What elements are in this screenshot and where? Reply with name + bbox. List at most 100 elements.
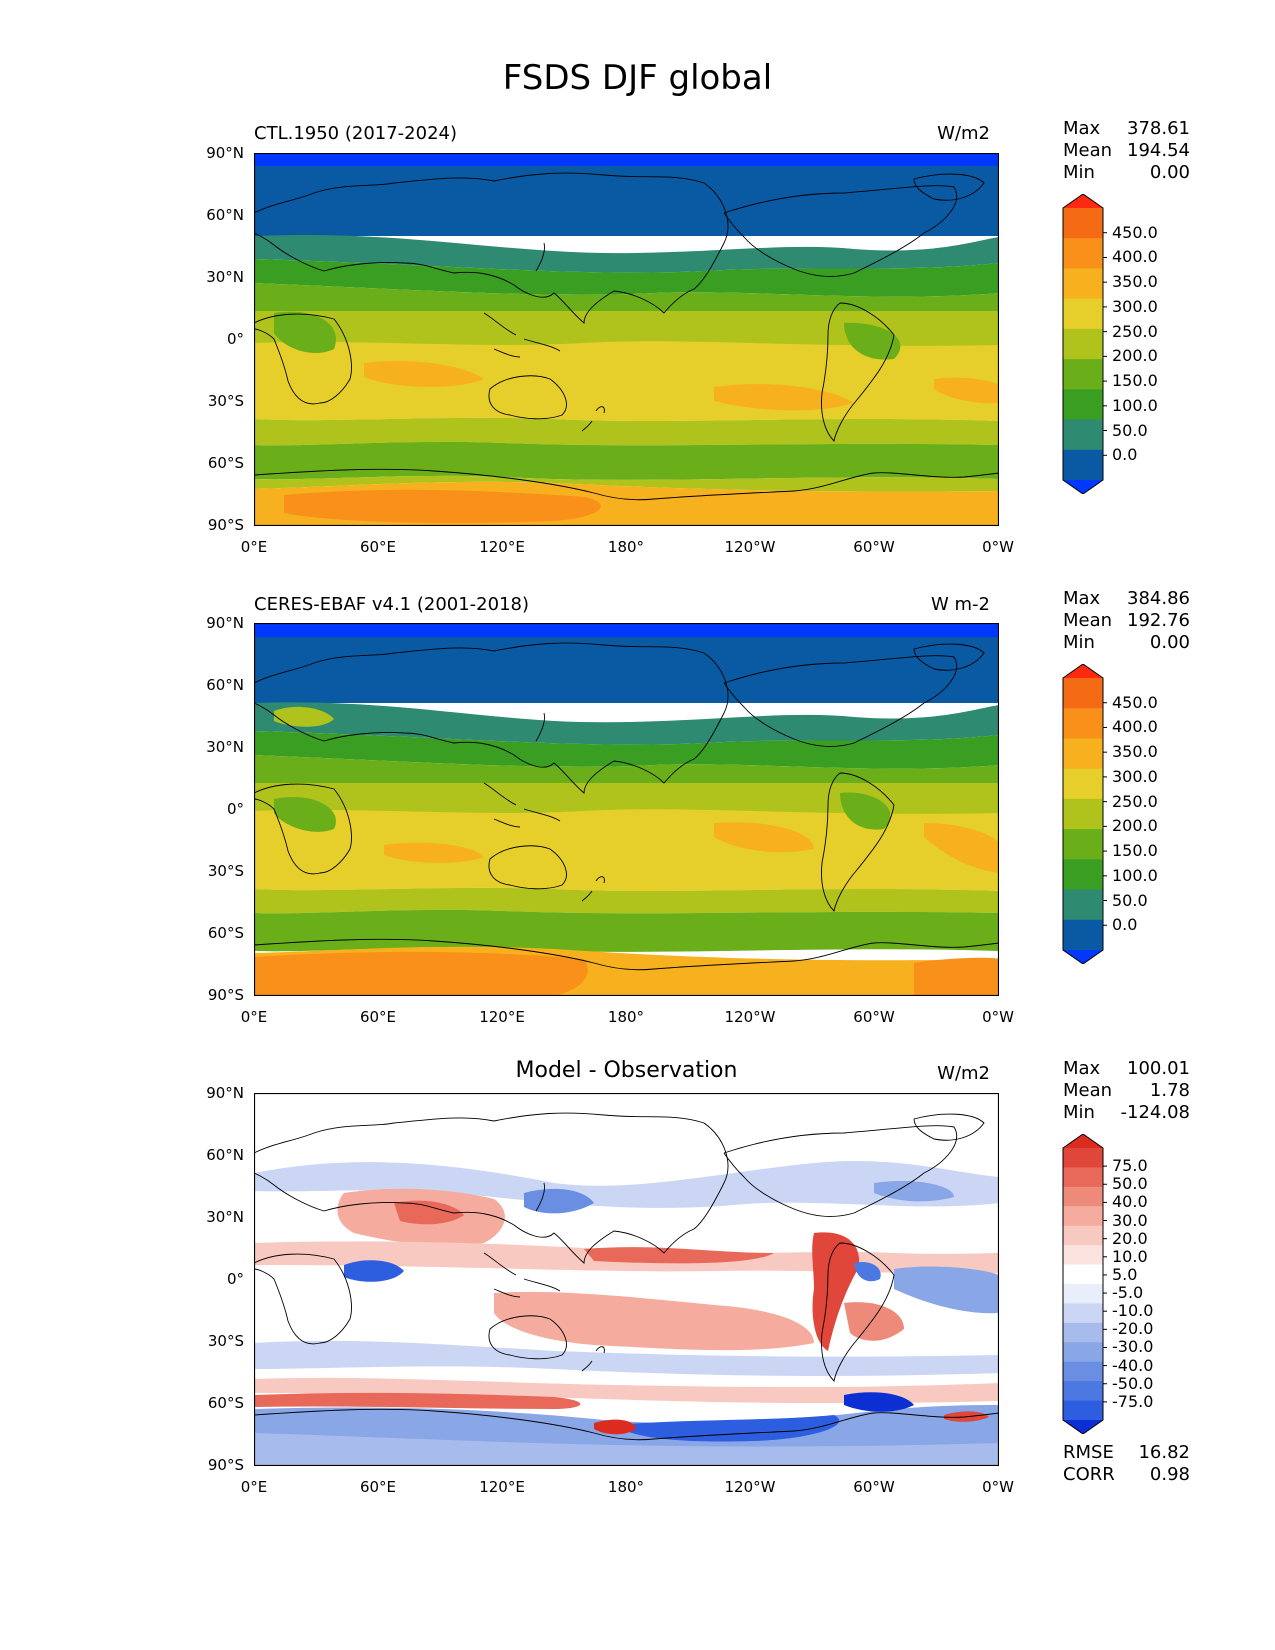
colorbar-segment <box>1063 1400 1103 1421</box>
map-frame <box>254 1093 999 1466</box>
colorbar-model <box>1062 194 1107 494</box>
y-tick: 60°N <box>206 1146 244 1164</box>
colorbar-outline <box>1062 1134 1104 1434</box>
x-tick: 120°W <box>724 538 776 556</box>
blue-n-strong2 <box>874 1180 954 1202</box>
red-acc <box>254 1392 581 1409</box>
corr-value: 0.98 <box>1149 1464 1190 1485</box>
stat-mean-label: Mean <box>1063 1080 1113 1101</box>
x-tick: 60°W <box>853 538 895 556</box>
colorbar-tick-label: -10.0 <box>1112 1301 1154 1321</box>
x-tick: 0°W <box>982 538 1014 556</box>
x-tick: 120°E <box>479 1478 525 1496</box>
colorbar-tick-label: -5.0 <box>1112 1283 1144 1303</box>
band-s-orange-patch2 <box>714 822 814 853</box>
colorbar-segment <box>1063 298 1103 330</box>
y-tick: 30°S <box>207 392 244 410</box>
x-tick: 60°E <box>359 1478 397 1496</box>
y-tick: 90°S <box>207 986 244 1004</box>
colorbar-segment <box>1063 1322 1103 1343</box>
colorbar-tick-label: 0.0 <box>1112 915 1138 935</box>
colorbar-tick-label: -40.0 <box>1112 1355 1154 1375</box>
coast-eurasia <box>254 172 729 324</box>
x-tick: 60°E <box>359 1008 397 1026</box>
panel-title: Model - Observation <box>515 1058 738 1083</box>
colorbar-segment <box>1063 798 1103 830</box>
x-tick: 120°W <box>724 1008 776 1026</box>
colorbar-tick-label: 250.0 <box>1112 321 1158 341</box>
field-bands <box>254 153 999 526</box>
coast-na <box>723 1125 958 1217</box>
colorbar-tick-label: -20.0 <box>1112 1319 1154 1339</box>
panel-units: W m-2 <box>930 594 990 615</box>
band-subtrop-n <box>254 259 999 297</box>
band-s-orange-patch1 <box>384 842 484 863</box>
y-tick: 30°S <box>207 1332 244 1350</box>
colorbar-tick-label: 10.0 <box>1112 1246 1148 1266</box>
colorbar-tick-label: 100.0 <box>1112 395 1158 415</box>
red-ross <box>594 1419 636 1435</box>
blue-se-pac <box>894 1266 999 1314</box>
x-tick: 180° <box>607 1008 645 1026</box>
stat-mean-label: Mean <box>1063 610 1113 631</box>
colorbar-tick-label: 50.0 <box>1112 420 1148 440</box>
y-tick: 90°N <box>206 1084 244 1102</box>
colorbar-segment <box>1063 738 1103 770</box>
band-s-olive <box>254 417 999 446</box>
band-subtrop-n <box>254 731 999 769</box>
band-s-orange-patch3 <box>924 823 999 873</box>
coast-antarctica <box>254 468 999 501</box>
colorbar-segment <box>1063 768 1103 800</box>
x-tick: 60°W <box>853 1008 895 1026</box>
colorbar-tick-label: 350.0 <box>1112 742 1158 762</box>
x-tick: 180° <box>607 1478 645 1496</box>
stat-mean: 194.54 <box>1127 140 1190 161</box>
colorbar-segment <box>1063 1186 1103 1207</box>
colorbar-tick-label: 150.0 <box>1112 371 1158 391</box>
stat-max: 100.01 <box>1127 1058 1190 1079</box>
panel-title: CTL.1950 (2017-2024) <box>254 123 458 144</box>
colorbar-segment <box>1063 389 1103 421</box>
colorbar-tick-label: 200.0 <box>1112 346 1158 366</box>
corr-label: CORR <box>1063 1464 1115 1485</box>
figure-title: FSDS DJF global <box>502 58 773 98</box>
field-bands <box>254 623 999 996</box>
colorbar-outline <box>1062 664 1104 964</box>
y-tick: 0° <box>226 330 244 348</box>
colorbar-segment <box>1063 1245 1103 1266</box>
y-tick: 90°N <box>206 614 244 632</box>
stat-min-label: Min <box>1063 162 1095 183</box>
y-tick: 30°N <box>206 268 244 286</box>
map-frame <box>254 623 999 996</box>
coast-nz <box>581 876 605 902</box>
colorbar-tick-label: 5.0 <box>1112 1264 1138 1284</box>
colorbar-extend-min <box>1063 480 1103 494</box>
x-tick: 0°E <box>240 1008 268 1026</box>
colorbar-segment <box>1063 449 1103 481</box>
stat-max-label: Max <box>1063 1058 1101 1079</box>
coast-japan <box>535 1182 545 1212</box>
coast-nz <box>581 406 605 432</box>
colorbar-tick-label: 40.0 <box>1112 1192 1148 1212</box>
stat-mean: 192.76 <box>1127 610 1190 631</box>
colorbar-extend-min <box>1063 1420 1103 1434</box>
colorbar-segment <box>1063 328 1103 360</box>
blue-weddell <box>844 1392 914 1412</box>
colorbar-extend-max <box>1063 664 1103 678</box>
band-land-green-africa <box>274 311 336 354</box>
blue-n-strong <box>524 1188 594 1214</box>
colorbar-tick-label: 450.0 <box>1112 222 1158 242</box>
blue-n-band <box>254 1160 999 1208</box>
colorbar-tick-label: -30.0 <box>1112 1337 1154 1357</box>
y-tick: 30°N <box>206 738 244 756</box>
colorbar-tick-label: 400.0 <box>1112 247 1158 267</box>
stat-min: -124.08 <box>1120 1102 1190 1123</box>
stat-max: 384.86 <box>1127 588 1190 609</box>
x-tick: 0°E <box>240 538 268 556</box>
colorbar-tick-label: 300.0 <box>1112 766 1158 786</box>
red-s-pac <box>494 1291 814 1351</box>
colorbar-tick-label: 30.0 <box>1112 1210 1148 1230</box>
band-antarctic-orange <box>254 951 588 996</box>
band-s-orange-patch1 <box>364 360 484 388</box>
colorbar-tick-label: -75.0 <box>1112 1391 1154 1411</box>
